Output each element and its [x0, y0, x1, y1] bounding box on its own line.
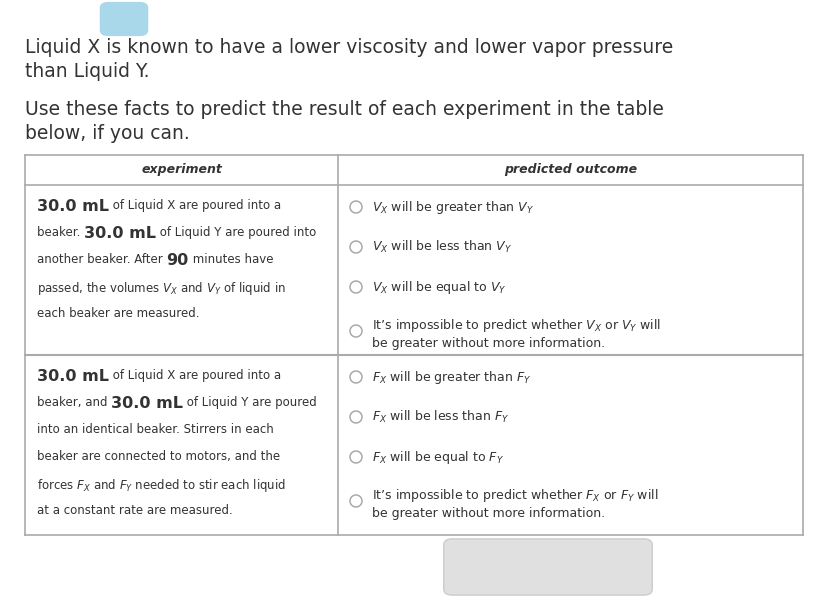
- Text: $F_X$ will be less than $F_Y$: $F_X$ will be less than $F_Y$: [371, 409, 509, 425]
- Text: 90: 90: [166, 253, 189, 268]
- Text: $F_X$ will be greater than $F_Y$: $F_X$ will be greater than $F_Y$: [371, 368, 531, 385]
- Text: of Liquid Y are poured: of Liquid Y are poured: [183, 396, 317, 409]
- Text: another beaker. After: another beaker. After: [37, 253, 166, 266]
- Text: beaker.: beaker.: [37, 226, 84, 239]
- Text: be greater without more information.: be greater without more information.: [371, 506, 605, 519]
- Text: into an identical beaker. Stirrers in each: into an identical beaker. Stirrers in ea…: [37, 423, 274, 436]
- Text: v: v: [120, 13, 128, 26]
- Text: of Liquid Y are poured into: of Liquid Y are poured into: [156, 226, 316, 239]
- Text: be greater without more information.: be greater without more information.: [371, 336, 605, 350]
- Text: 30.0 mL: 30.0 mL: [84, 226, 156, 241]
- Text: $V_X$ will be less than $V_Y$: $V_X$ will be less than $V_Y$: [371, 239, 511, 255]
- Text: below, if you can.: below, if you can.: [25, 124, 189, 143]
- Text: 30.0 mL: 30.0 mL: [37, 369, 109, 384]
- Text: predicted outcome: predicted outcome: [504, 163, 636, 176]
- Text: of Liquid X are poured into a: of Liquid X are poured into a: [109, 199, 281, 212]
- Text: It’s impossible to predict whether $F_X$ or $F_Y$ will: It’s impossible to predict whether $F_X$…: [371, 486, 657, 503]
- Text: minutes have: minutes have: [189, 253, 273, 266]
- Text: of Liquid X are poured into a: of Liquid X are poured into a: [109, 369, 281, 382]
- Text: beaker, and: beaker, and: [37, 396, 111, 409]
- Text: ↺: ↺: [540, 558, 555, 576]
- Text: ?: ?: [604, 558, 614, 576]
- Text: $V_X$ will be equal to $V_Y$: $V_X$ will be equal to $V_Y$: [371, 278, 506, 295]
- Text: forces $F_X$ and $F_Y$ needed to stir each liquid: forces $F_X$ and $F_Y$ needed to stir ea…: [37, 477, 285, 494]
- Text: passed, the volumes $V_X$ and $V_Y$ of liquid in: passed, the volumes $V_X$ and $V_Y$ of l…: [37, 280, 285, 297]
- Text: 30.0 mL: 30.0 mL: [37, 199, 109, 214]
- Text: 30.0 mL: 30.0 mL: [111, 396, 183, 411]
- Text: Liquid X is known to have a lower viscosity and lower vapor pressure: Liquid X is known to have a lower viscos…: [25, 38, 672, 57]
- Text: than Liquid Y.: than Liquid Y.: [25, 62, 150, 81]
- Text: It’s impossible to predict whether $V_X$ or $V_Y$ will: It’s impossible to predict whether $V_X$…: [371, 317, 660, 334]
- Text: $V_X$ will be greater than $V_Y$: $V_X$ will be greater than $V_Y$: [371, 198, 533, 215]
- Text: each beaker are measured.: each beaker are measured.: [37, 307, 199, 320]
- Text: ×: ×: [478, 558, 494, 576]
- Text: at a constant rate are measured.: at a constant rate are measured.: [37, 504, 232, 517]
- Text: $F_X$ will be equal to $F_Y$: $F_X$ will be equal to $F_Y$: [371, 449, 504, 466]
- Text: beaker are connected to motors, and the: beaker are connected to motors, and the: [37, 450, 280, 463]
- Text: Use these facts to predict the result of each experiment in the table: Use these facts to predict the result of…: [25, 100, 663, 119]
- Text: experiment: experiment: [141, 163, 222, 176]
